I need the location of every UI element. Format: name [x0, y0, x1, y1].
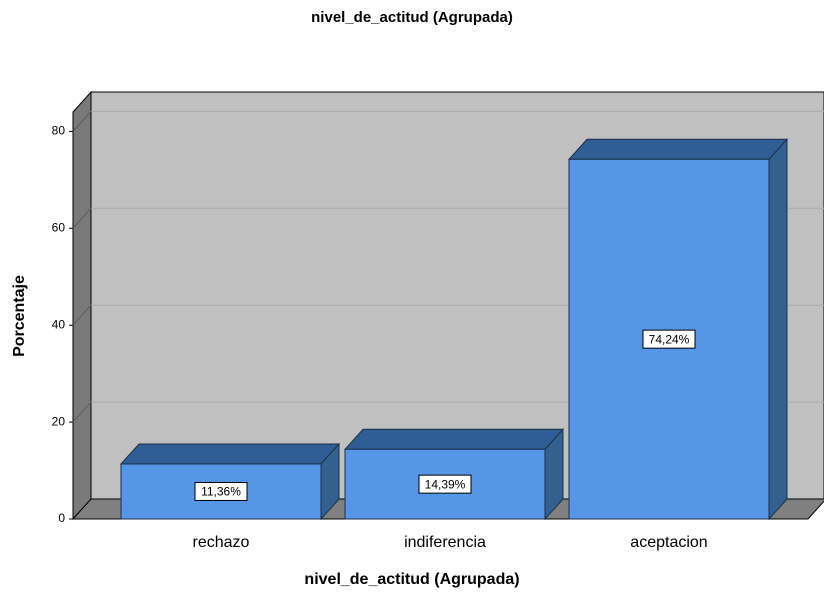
y-tick-label: 20 — [52, 414, 66, 428]
value-label: 11,36% — [201, 485, 241, 499]
value-label-box — [194, 481, 248, 501]
x-tick-label: rechazo — [193, 534, 250, 551]
x-tick-label: indiferencia — [404, 534, 486, 551]
x-tick-label: aceptacion — [630, 534, 707, 551]
left-wall — [72, 90, 92, 521]
y-tick-label: 40 — [52, 317, 66, 331]
grid-line-side — [72, 111, 92, 132]
grid-line-side — [72, 304, 92, 326]
bar-top — [119, 443, 341, 465]
bar-top — [343, 428, 565, 450]
value-label: 14,39% — [425, 477, 466, 491]
bar-side — [768, 137, 788, 521]
value-label-box — [642, 329, 696, 349]
value-label-box — [418, 474, 472, 494]
grid-line-side — [72, 401, 92, 423]
y-axis-title: Porcentaje — [11, 275, 28, 357]
y-tick-label: 0 — [58, 511, 65, 525]
chart-title: nivel_de_actitud (Agrupada) — [311, 9, 513, 26]
value-label: 74,24% — [649, 332, 690, 346]
bar-top — [567, 138, 789, 160]
grid-line-side — [72, 207, 92, 229]
y-tick-label: 60 — [52, 220, 66, 234]
y-tick-label: 80 — [52, 124, 66, 138]
x-axis-title: nivel_de_actitud (Agrupada) — [304, 571, 519, 588]
